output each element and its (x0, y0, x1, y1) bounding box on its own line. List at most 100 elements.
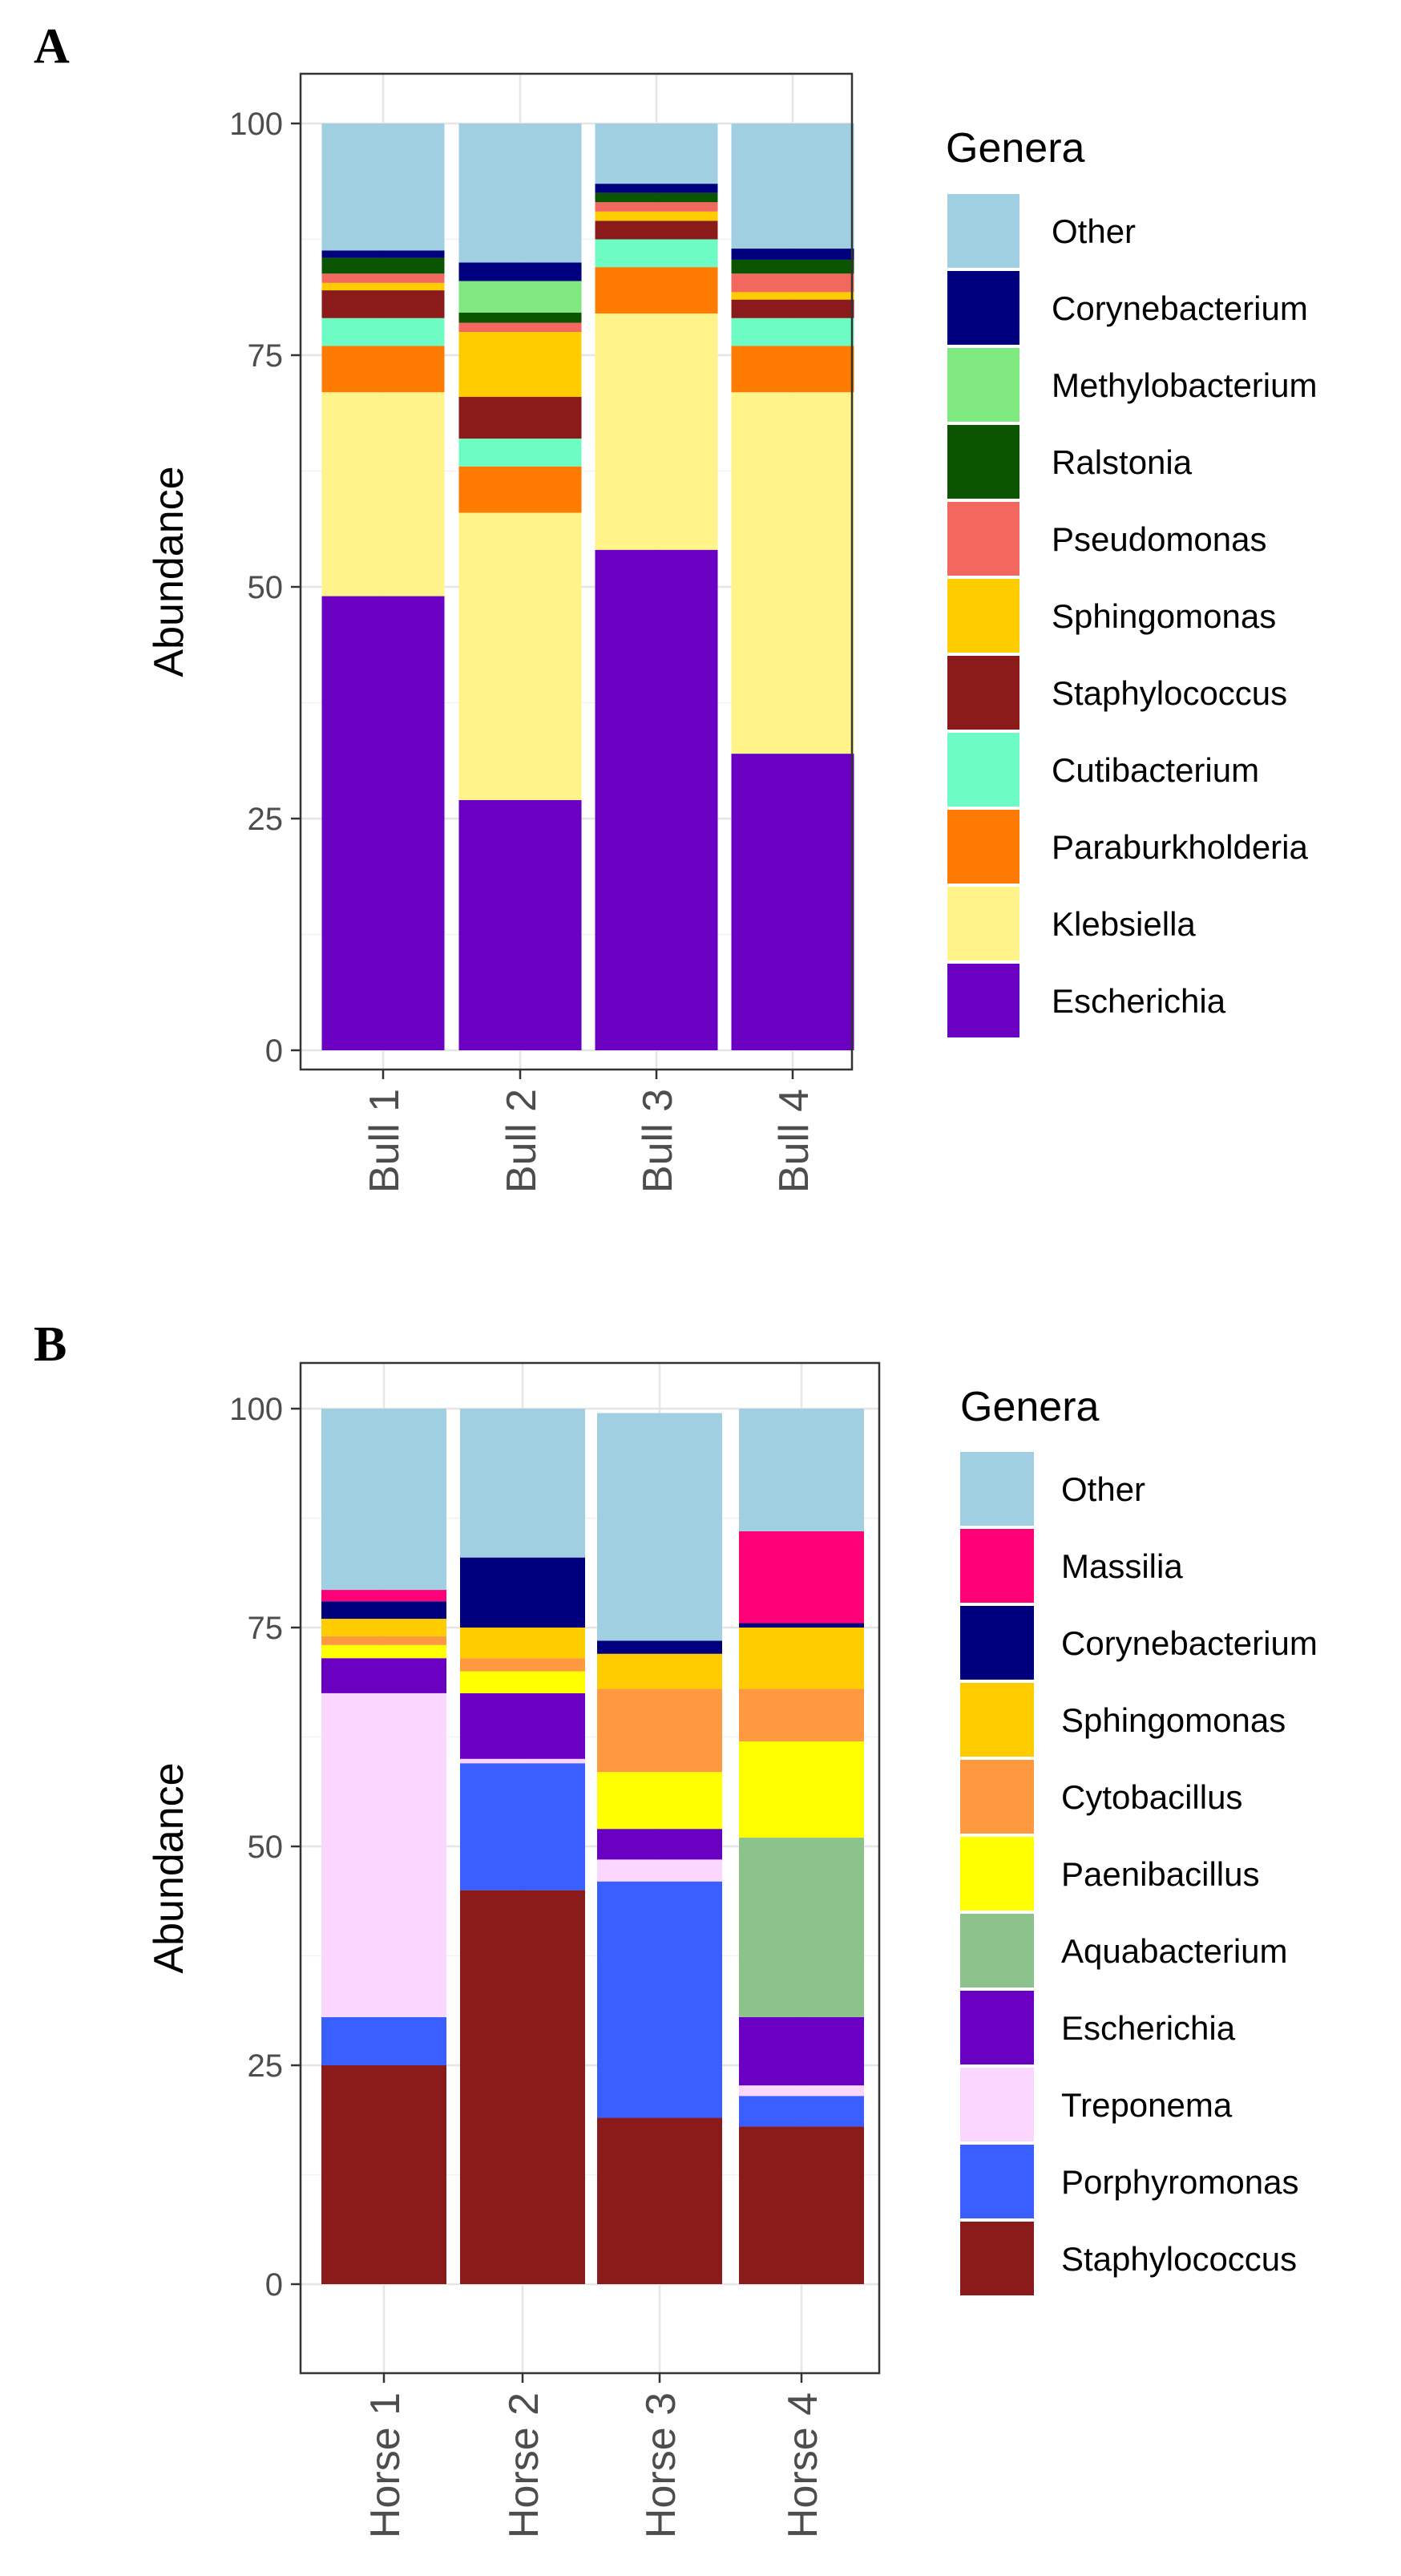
bar-segment-horse-3-treponema (597, 1859, 722, 1882)
legend-key-corynebacterium (947, 271, 1019, 345)
legend-label-cytobacillus: Cytobacillus (1061, 1778, 1242, 1816)
bar-segment-horse-3-cytobacillus (597, 1688, 722, 1773)
bar-segment-bull-3-corynebacterium (595, 184, 718, 193)
bar-segment-horse-4-sphingomonas (739, 1628, 864, 1689)
legend-label-porphyromonas: Porphyromonas (1061, 2163, 1298, 2201)
legend-label-cutibacterium: Cutibacterium (1052, 751, 1259, 789)
bar-segment-bull-1-corynebacterium (321, 250, 445, 258)
bar-segment-horse-3-sphingomonas (597, 1653, 722, 1689)
legend-key-treponema (960, 2068, 1034, 2141)
bar-segment-horse-1-sphingomonas (321, 1619, 446, 1636)
bar-segment-horse-1-other (321, 1409, 446, 1591)
bar-segment-bull-2-escherichia (458, 799, 582, 1050)
bar-segment-bull-1-ralstonia (321, 257, 445, 274)
bar-segment-bull-3-escherichia (595, 549, 718, 1050)
legend-label-ralstonia: Ralstonia (1052, 443, 1193, 481)
bar-segment-horse-4-corynebacterium (739, 1623, 864, 1628)
y-tick-label: 75 (248, 1611, 284, 1646)
legend-label-klebsiella: Klebsiella (1052, 905, 1196, 943)
bar-segment-horse-4-massilia (739, 1531, 864, 1624)
bar-segment-bull-1-paraburkholderia (321, 346, 445, 393)
plot-panel-border (299, 72, 854, 1071)
bar-segment-bull-3-klebsiella (595, 313, 718, 550)
bar-segment-horse-1-massilia (321, 1590, 446, 1602)
legend-key-massilia (960, 1529, 1034, 1603)
bar-segment-horse-2-corynebacterium (460, 1557, 585, 1628)
bar-segment-bull-2-staphylococcus (458, 397, 582, 439)
x-tick-label-horse-4: Horse 4 (780, 2392, 826, 2538)
bar-segment-bull-2-pseudomonas (458, 322, 582, 333)
panel-b: B 0 25 50 75 100 Horse 1 Horse 2 Horse 3 Horse 4 A… (34, 1317, 1318, 2538)
bar-segment-bull-1-staphylococcus (321, 290, 445, 318)
legend-label-aquabacterium: Aquabacterium (1061, 1932, 1288, 1970)
legend-label-staphylococcus: Staphylococcus (1052, 674, 1287, 712)
x-tick-label-bull-3: Bull 3 (635, 1089, 681, 1193)
bar-segment-bull-4-klebsiella (731, 392, 854, 754)
bar-segment-bull-1-escherichia (321, 596, 445, 1050)
bar-segment-bull-3-staphylococcus (595, 220, 718, 240)
panel-letter: B (34, 1317, 67, 1372)
bar-segment-bull-1-cutibacterium (321, 317, 445, 346)
legend-key-corynebacterium (960, 1606, 1034, 1680)
legend-label-pseudomonas: Pseudomonas (1052, 520, 1267, 558)
bar-segment-horse-4-staphylococcus (739, 2126, 864, 2284)
legend-key-staphylococcus (960, 2222, 1034, 2295)
bar-segment-bull-3-cutibacterium (595, 239, 718, 268)
legend-key-other (947, 194, 1019, 268)
bar-segment-bull-1-klebsiella (321, 392, 445, 596)
bar-segment-horse-2-cytobacillus (460, 1658, 585, 1672)
x-tick-label-bull-1: Bull 1 (361, 1089, 408, 1193)
bar-segment-horse-1-corynebacterium (321, 1601, 446, 1620)
bar-segment-bull-4-paraburkholderia (731, 346, 854, 393)
y-tick-label: 100 (229, 107, 283, 142)
legend-label-paenibacillus: Paenibacillus (1061, 1855, 1260, 1893)
bar-segment-bull-1-other (321, 123, 445, 251)
bar-segment-horse-1-cytobacillus (321, 1636, 446, 1645)
x-tick-label-horse-2: Horse 2 (501, 2392, 547, 2538)
bar-segment-horse-2-escherichia (460, 1692, 585, 1759)
bar-segment-horse-1-escherichia (321, 1658, 446, 1693)
bar-segment-horse-4-cytobacillus (739, 1688, 864, 1741)
legend-title: Genera (946, 125, 1085, 172)
bar-segment-bull-4-pseudomonas (731, 273, 854, 293)
bar-segment-bull-4-corynebacterium (731, 249, 854, 260)
bar-segment-horse-3-porphyromonas (597, 1881, 722, 2118)
legend-key-paenibacillus (960, 1837, 1034, 1911)
bar-segment-bull-2-methylobacterium (458, 281, 582, 313)
legend-label-treponema: Treponema (1061, 2086, 1233, 2124)
legend-key-aquabacterium (960, 1914, 1034, 1988)
bar-segment-bull-3-paraburkholderia (595, 267, 718, 313)
bar-segment-bull-1-sphingomonas (321, 282, 445, 291)
bar-segment-bull-3-pseudomonas (595, 202, 718, 212)
y-axis-title: Abundance (146, 1762, 192, 1973)
legend-title: Genera (960, 1384, 1100, 1430)
x-tick-label-bull-4: Bull 4 (771, 1089, 818, 1193)
bar-segment-bull-4-staphylococcus (731, 299, 854, 318)
y-tick-label: 50 (248, 570, 284, 605)
legend-key-escherichia (960, 1991, 1034, 2064)
legend-key-staphylococcus (947, 656, 1019, 730)
bar-segment-horse-3-other (597, 1413, 722, 1641)
bar-segment-horse-2-other (460, 1409, 585, 1558)
bar-segment-horse-3-paenibacillus (597, 1772, 722, 1830)
bar-segment-horse-2-paenibacillus (460, 1671, 585, 1693)
bar-segment-horse-1-staphylococcus (321, 2065, 446, 2284)
x-tick-label-bull-2: Bull 2 (499, 1089, 545, 1193)
legend-key-klebsiella (947, 887, 1019, 960)
bar-segment-horse-2-treponema (460, 1758, 585, 1764)
bar-segment-horse-4-escherichia (739, 2016, 864, 2086)
legend-label-staphylococcus: Staphylococcus (1061, 2240, 1297, 2278)
bar-segment-bull-2-cutibacterium (458, 439, 582, 467)
legend-label-sphingomonas: Sphingomonas (1061, 1701, 1286, 1739)
bar-segment-bull-1-pseudomonas (321, 273, 445, 283)
legend-label-corynebacterium: Corynebacterium (1061, 1624, 1318, 1662)
legend-label-paraburkholderia: Paraburkholderia (1052, 828, 1309, 866)
legend-key-pseudomonas (947, 502, 1019, 576)
y-tick-label: 100 (229, 1392, 283, 1427)
bar-segment-bull-4-cutibacterium (731, 317, 854, 346)
y-tick-label: 0 (265, 2267, 283, 2303)
bar-segment-bull-3-sphingomonas (595, 211, 718, 221)
legend-label-sphingomonas: Sphingomonas (1052, 597, 1276, 635)
bar-segment-bull-2-paraburkholderia (458, 466, 582, 513)
